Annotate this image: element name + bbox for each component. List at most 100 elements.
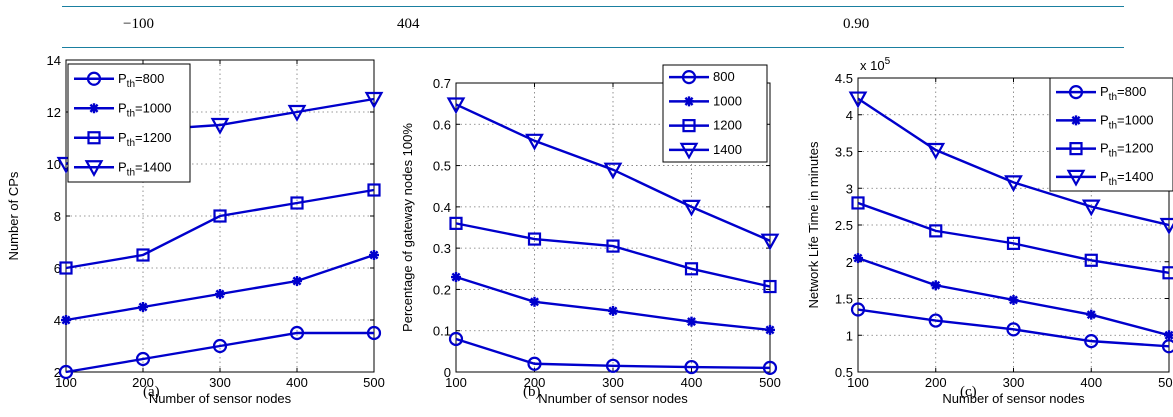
chart-b-series-1-point-3 <box>686 316 697 327</box>
chart-b-series-0-point-2 <box>605 358 621 373</box>
chart-b-ytick-label-4: 0.4 <box>433 200 451 215</box>
chart-a-series-0-point-0 <box>58 364 74 380</box>
chart-c-ytick-label-8: 4.5 <box>835 71 853 86</box>
chart-c-legend-marker-1 <box>1071 115 1081 126</box>
chart-c-ytick-label-7: 4 <box>846 108 853 123</box>
chart-c-series-3-point-1 <box>926 142 946 160</box>
chart-b-xtick-label-2: 300 <box>602 375 624 390</box>
chart-b-ytick-label-5: 0.5 <box>433 159 451 174</box>
chart-c-multiplier: x 105 <box>860 56 891 73</box>
chart-a-legend-marker-1 <box>89 103 99 114</box>
chart-b-ytick-label-0: 0 <box>444 365 451 380</box>
chart-b-series-line-3 <box>455 103 771 242</box>
chart-a-ytick-label-0: 2 <box>54 365 61 380</box>
chart-c-ytick-label-2: 1.5 <box>835 292 853 307</box>
chart-a-ytick-label-5: 12 <box>47 105 61 120</box>
chart-a-series-line-0 <box>65 331 374 374</box>
chart-b-series-1-point-4 <box>765 324 775 335</box>
chart-b-legend-marker-3 <box>679 142 699 160</box>
caption-a: (a) <box>143 384 160 400</box>
chart-b-legend-label-2: 1200 <box>713 118 742 133</box>
chart-c-series-1-point-0 <box>853 253 863 264</box>
chart-c-xlabel: Number of sensor nodes <box>942 391 1085 406</box>
chart-b-legend-marker-0 <box>681 70 697 85</box>
chart-b-series-3-point-2 <box>603 162 623 180</box>
caption-b: (b) <box>523 384 541 400</box>
chart-a-series-1-point-2 <box>215 289 225 299</box>
chart-c-xtick-label-2: 300 <box>1003 375 1025 390</box>
chart-b-series-3-point-0 <box>446 97 466 115</box>
chart-a-legend-marker-2 <box>87 131 101 145</box>
chart-b-series-3-point-4 <box>760 233 780 251</box>
chart-a-series-0-point-2 <box>212 338 228 354</box>
chart-c-xtick-label-0: 100 <box>847 375 869 390</box>
chart-c-series-line-2 <box>857 201 1170 274</box>
chart-a-legend-marker-0 <box>86 71 102 86</box>
chart-a-ytick-label-2: 6 <box>54 261 61 276</box>
chart-c-series-3-point-3 <box>1081 199 1101 217</box>
chart-b-series-line-2 <box>455 222 771 288</box>
chart-a: 100 200 300 400 500 2 4 6 8 10 12 14 Number of senso… <box>6 53 385 406</box>
chart-a-ytick-label-4: 10 <box>47 157 61 172</box>
chart-a-xtick-label-1: 200 <box>132 375 154 390</box>
header-top-rule <box>62 6 1124 7</box>
chart-b-xtick-label-4: 500 <box>759 375 781 390</box>
chart-c-series-1-point-4 <box>1164 330 1173 341</box>
chart-b-series-0-point-0 <box>448 331 464 347</box>
chart-a-series-line-2 <box>65 188 375 270</box>
chart-a-legend-label-3: Pth=1400 <box>118 159 172 178</box>
chart-c-series-0-point-1 <box>928 313 943 328</box>
chart-b-series-3-point-1 <box>525 133 544 151</box>
chart-b-xtick-label-0: 100 <box>445 375 467 390</box>
chart-c-series-2-point-3 <box>1084 253 1098 267</box>
chart-b-series-3-point-3 <box>682 199 701 217</box>
chart-b-legend: 800 1000 1200 1400 <box>662 64 768 163</box>
chart-b-xlabel: Nnumber of sensor nodes <box>538 391 688 406</box>
chart-b-legend-box <box>662 64 768 163</box>
chart-b-series-1-point-1 <box>529 296 540 307</box>
chart-b-legend-label-3: 1400 <box>713 142 742 157</box>
chart-c-legend-box <box>1049 77 1173 192</box>
chart-a-series-2-point-4 <box>367 183 381 197</box>
chart-c-legend-marker-3 <box>1066 169 1086 187</box>
chart-c-series-0-point-3 <box>1084 334 1099 349</box>
chart-b-legend-label-0: 800 <box>713 69 735 84</box>
chart-a-ylabel: Number of CPs <box>6 171 21 260</box>
chart-b-series-0-point-3 <box>684 359 699 375</box>
chart-c-series-2-point-0 <box>851 196 865 210</box>
chart-a-series-1-point-3 <box>292 276 302 286</box>
chart-a-series-2-point-2 <box>213 209 227 223</box>
chart-b-xtick-label-1: 200 <box>524 375 546 390</box>
chart-a-series-0-point-1 <box>135 351 151 367</box>
chart-a-series-2-point-1 <box>136 248 150 262</box>
chart-c-xtick-label-1: 200 <box>925 375 947 390</box>
header-cell-1: −100 <box>123 16 154 32</box>
chart-a-series-0-point-3 <box>289 325 305 341</box>
chart-c: 100 200 300 400 500 0.5 1 1.5 2 2.5 3 3.5 4 4.5 Number… <box>806 56 1173 406</box>
chart-b-series-2-point-4 <box>763 279 777 294</box>
chart-c-legend-marker-2 <box>1069 142 1083 156</box>
chart-c-xtick-label-3: 400 <box>1080 375 1102 390</box>
chart-b-series-0-point-1 <box>527 356 542 371</box>
chart-b-series-0-point-4 <box>762 360 778 375</box>
chart-c-ylabel: Network Life Time in minutes <box>806 141 821 308</box>
chart-c-series-2-point-1 <box>929 224 943 238</box>
chart-b-ytick-label-1: 0.1 <box>433 324 451 339</box>
chart-a-ytick-label-3: 8 <box>54 209 61 224</box>
chart-b-legend-label-1: 1000 <box>713 93 742 108</box>
chart-c-series-0-point-0 <box>850 302 866 317</box>
chart-c-series-3-point-0 <box>848 91 868 109</box>
header-cell-2: 404 <box>397 16 420 32</box>
chart-a-ytick-label-6: 14 <box>47 53 61 68</box>
chart-a-series-2-point-3 <box>290 196 304 210</box>
chart-a-series-2-point-0 <box>59 261 73 275</box>
caption-c: (c) <box>960 384 977 400</box>
chart-a-legend-marker-3 <box>84 160 104 178</box>
chart-c-ytick-label-5: 3 <box>846 181 853 196</box>
chart-c-series-1-point-3 <box>1086 309 1097 320</box>
chart-b: 100 200 300 400 500 0 0.1 0.2 0.3 0.4 0.5 0.6 0.7 Nnu… <box>400 64 781 406</box>
header-cell-3: 0.90 <box>843 16 870 32</box>
chart-c-series-0-point-2 <box>1006 322 1021 337</box>
chart-a-xtick-label-4: 500 <box>363 375 385 390</box>
